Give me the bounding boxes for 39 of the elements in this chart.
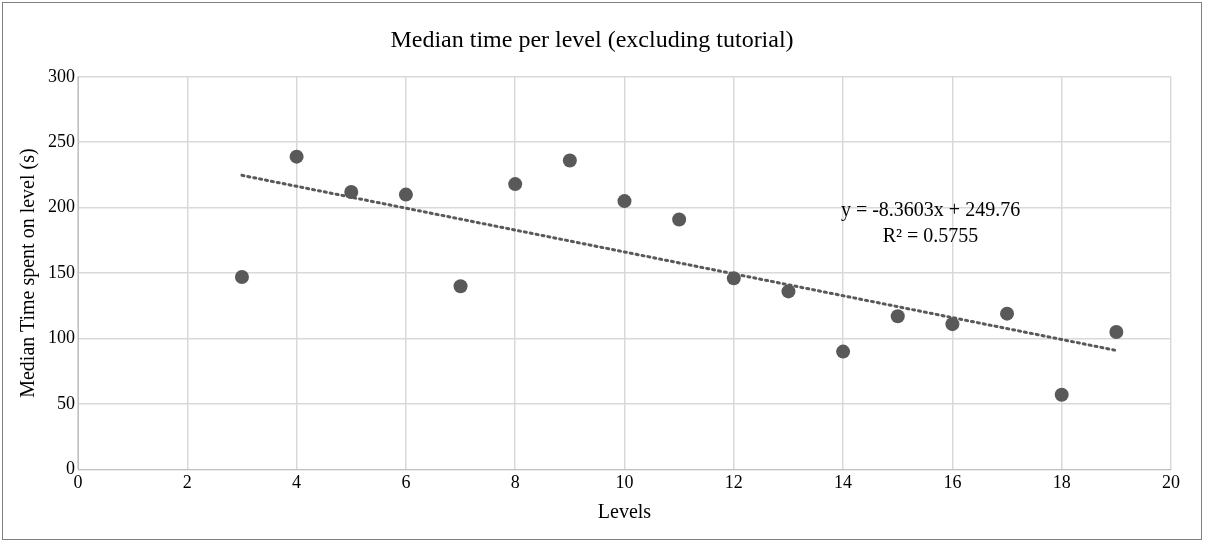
y-tick-label: 100 bbox=[48, 327, 75, 348]
x-tick-label: 10 bbox=[615, 471, 634, 492]
x-tick-label: 16 bbox=[943, 471, 962, 492]
point bbox=[289, 149, 304, 164]
point bbox=[836, 344, 851, 359]
annotation: y = -8.3603x + 249.76 bbox=[840, 197, 1021, 221]
y-tick-label: 50 bbox=[57, 392, 75, 413]
x-tick-label: 6 bbox=[401, 471, 411, 492]
y-tick-label: 0 bbox=[66, 458, 75, 479]
point bbox=[1000, 306, 1015, 321]
point bbox=[562, 153, 577, 168]
x-tick-label: 18 bbox=[1052, 471, 1071, 492]
point bbox=[234, 270, 249, 285]
point bbox=[344, 184, 359, 199]
point bbox=[398, 187, 413, 202]
point bbox=[508, 177, 523, 192]
point bbox=[1109, 324, 1124, 339]
x-axis-title: Levels bbox=[597, 500, 652, 523]
y-tick-label: 250 bbox=[48, 130, 75, 151]
point bbox=[781, 284, 796, 299]
y-axis-title: Median Time spent on level (s) bbox=[16, 148, 40, 398]
point bbox=[945, 317, 960, 332]
y-tick-label: 150 bbox=[48, 261, 75, 282]
point bbox=[890, 309, 905, 324]
x-tick-label: 20 bbox=[1162, 471, 1180, 492]
annotation: R² = 0.5755 bbox=[882, 223, 979, 246]
x-tick-label: 2 bbox=[182, 471, 192, 492]
x-tick-label: 4 bbox=[292, 471, 302, 492]
point bbox=[726, 271, 741, 286]
y-tick-label: 200 bbox=[48, 196, 75, 217]
x-tick-label: 8 bbox=[510, 471, 520, 492]
point bbox=[672, 212, 687, 227]
chart-title: Median time per level (excluding tutorial) bbox=[390, 25, 794, 52]
point bbox=[1054, 387, 1069, 402]
x-tick-label: 14 bbox=[834, 471, 853, 492]
point bbox=[453, 279, 468, 294]
x-tick-label: 12 bbox=[724, 471, 743, 492]
y-tick-label: 300 bbox=[48, 65, 75, 86]
point bbox=[617, 194, 632, 209]
